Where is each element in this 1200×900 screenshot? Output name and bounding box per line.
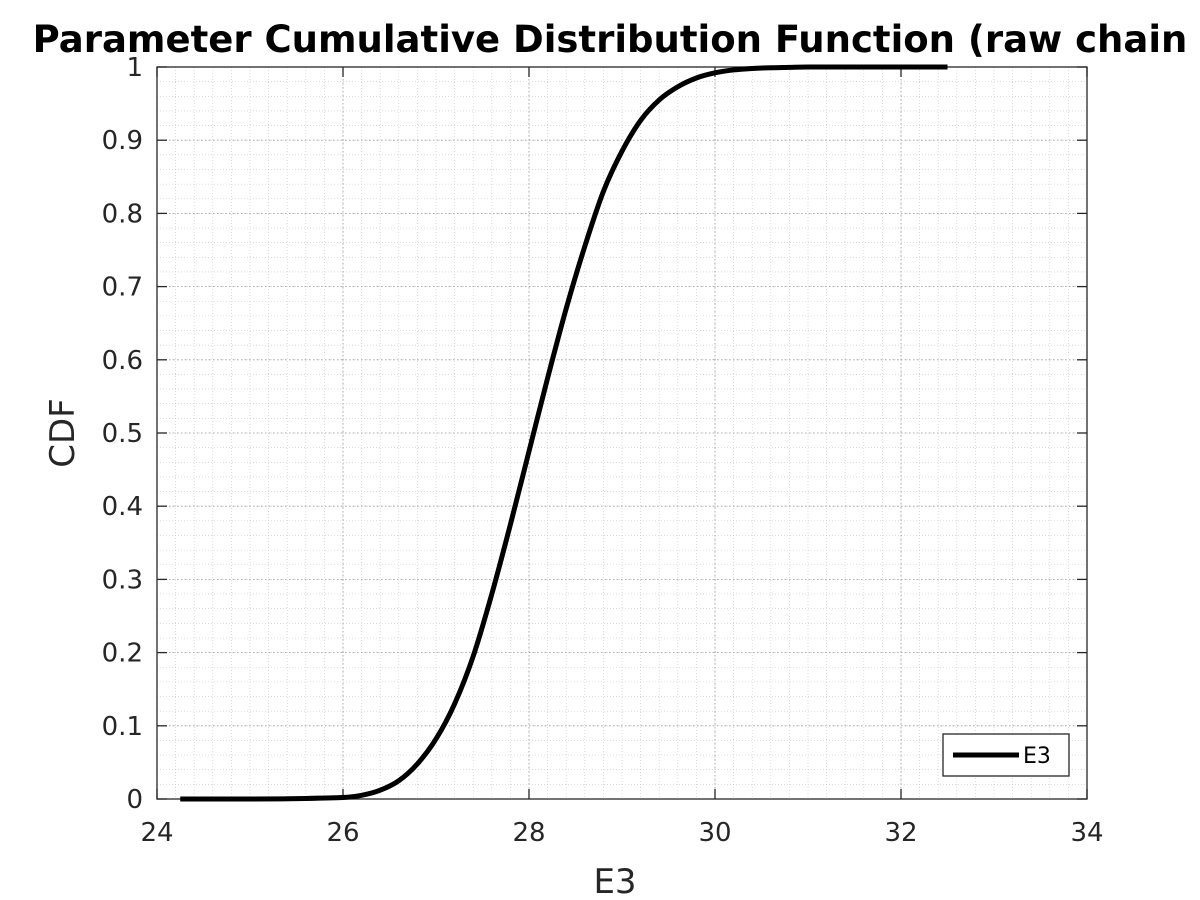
y-tick-label: 0.4 [102,492,143,522]
x-axis-label: E3 [593,862,636,900]
x-tick-label: 26 [326,818,359,848]
x-tick-label: 32 [884,818,917,848]
legend-label-e3: E3 [1023,744,1051,769]
y-tick-label: 0.3 [102,565,143,595]
y-tick-label: 0.2 [102,639,143,669]
y-tick-label: 0.1 [102,712,143,742]
y-axis-label: CDF [43,398,83,467]
x-tick-label: 24 [140,818,173,848]
legend: E3 [942,733,1070,777]
y-tick-label: 0.6 [102,346,143,376]
series-line-e3 [180,64,948,802]
y-tick-label: 0.7 [102,273,143,303]
y-tick-label: 0.5 [102,419,143,449]
x-tick-labels: 24 26 28 30 32 34 [140,818,1103,848]
y-tick-label: 1 [126,53,143,83]
y-tick-label: 0.8 [102,199,143,229]
x-tick-label: 34 [1070,818,1103,848]
y-tick-labels: 0 0.1 0.2 0.3 0.4 0.5 0.6 0.7 0.8 0.9 1 [102,53,143,815]
y-tick-label: 0.9 [102,126,143,156]
x-tick-label: 30 [698,818,731,848]
chart-title: Parameter Cumulative Distribution Functi… [33,18,1188,61]
y-tick-label: 0 [126,785,143,815]
x-tick-label: 28 [512,818,545,848]
